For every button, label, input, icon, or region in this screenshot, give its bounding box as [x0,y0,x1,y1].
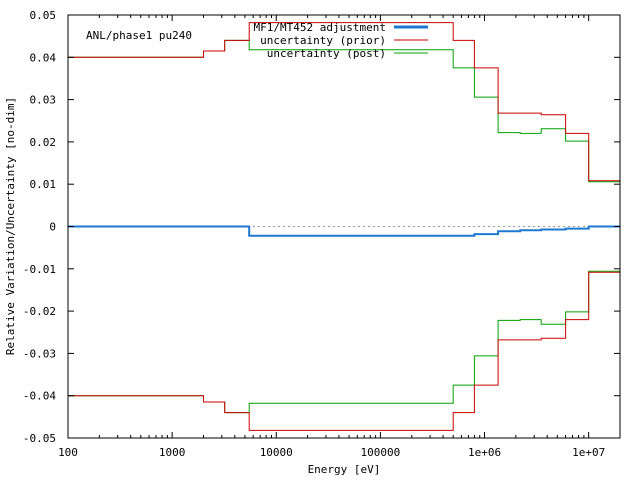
chart-annotation: ANL/phase1 pu240 [86,29,192,42]
legend-label-mf1-mt452-adjustment: MF1/MT452 adjustment [254,21,386,34]
y-tick-label: -0.03 [23,347,56,360]
series-layer [68,22,620,431]
y-axis-label: Relative Variation/Uncertainty [no-dim] [4,97,17,355]
x-axis-label: Energy [eV] [308,463,381,476]
series-uncertainty-post-lower [68,270,620,414]
series-uncertainty-prior-upper [68,22,620,182]
legend-label-uncertainty-prior: uncertainty (prior) [260,34,386,47]
ticks-layer: 0.05 0.04 0.03 0.02 0.01 0 -0.01 -0.02 -0.03 -0.0… [23,9,620,459]
y-tick-label: -0.01 [23,263,56,276]
x-tick-label: 1e+06 [468,446,501,459]
x-tick-label: 1000 [159,446,186,459]
series-mf1-mt452-adjustment [68,225,620,237]
y-tick-label: 0.03 [30,94,57,107]
y-tick-label: 0.02 [30,136,57,149]
y-tick-label: 0.05 [30,9,57,22]
x-tick-label: 10000 [260,446,293,459]
y-tick-label: 0 [49,221,56,234]
y-tick-label: -0.04 [23,390,56,403]
y-tick-label: -0.05 [23,432,56,445]
legend-label-uncertainty-post: uncertainty (post) [267,47,386,60]
y-tick-label: 0.04 [30,51,57,64]
series-uncertainty-prior-lower [68,271,620,431]
x-tick-label: 100000 [361,446,401,459]
y-tick-label: 0.01 [30,178,57,191]
x-tick-label: 1e+07 [572,446,605,459]
y-tick-label: -0.02 [23,305,56,318]
x-tick-label: 100 [58,446,78,459]
series-uncertainty-post-upper [68,39,620,183]
